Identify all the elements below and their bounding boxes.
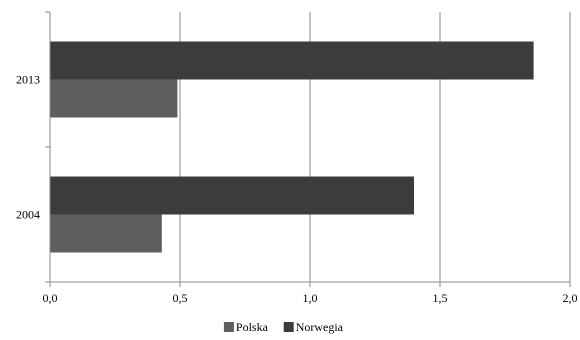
bars xyxy=(50,41,534,253)
legend-swatch-norwegia xyxy=(283,322,294,332)
legend-label-norwegia: Norwegia xyxy=(296,320,344,334)
y-tick-label: 2013 xyxy=(16,73,40,87)
y-tick-labels: 2004 2013 xyxy=(16,73,40,222)
x-tick-label: 1,5 xyxy=(433,291,448,305)
bar-polska-2004 xyxy=(50,214,162,253)
x-tick-labels: 0,0 0,5 1,0 1,5 2,0 xyxy=(43,291,578,305)
legend: Polska Norwegia xyxy=(223,320,344,334)
legend-label-polska: Polska xyxy=(236,320,269,334)
x-tick-label: 0,5 xyxy=(173,291,188,305)
x-tick-label: 1,0 xyxy=(303,291,318,305)
x-tick-label: 0,0 xyxy=(43,291,58,305)
axes xyxy=(45,11,571,287)
y-tick-label: 2004 xyxy=(16,208,40,222)
bar-polska-2013 xyxy=(50,79,178,118)
legend-swatch-polska xyxy=(223,322,234,332)
bar-norwegia-2013 xyxy=(50,41,534,80)
x-tick-label: 2,0 xyxy=(563,291,578,305)
bar-norwegia-2004 xyxy=(50,176,414,215)
